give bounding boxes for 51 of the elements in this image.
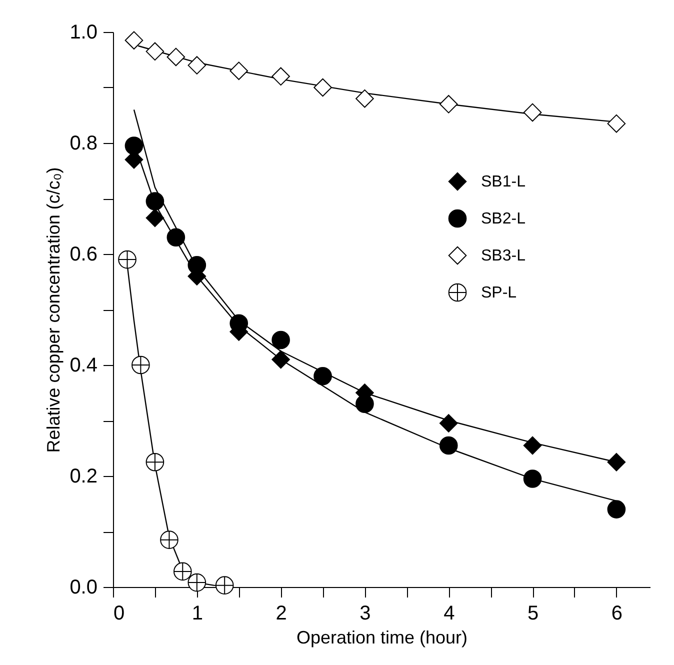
point <box>439 436 458 455</box>
point <box>146 208 164 228</box>
point <box>166 48 186 66</box>
x-tick-label: 2 <box>276 602 287 624</box>
point <box>272 67 290 86</box>
y-tick-label: 0.8 <box>70 132 98 154</box>
point <box>188 256 206 274</box>
point <box>166 228 186 246</box>
point <box>523 470 542 488</box>
point <box>118 250 136 269</box>
point <box>173 562 192 581</box>
point <box>272 350 290 369</box>
legend-label: SB2-L <box>481 210 526 228</box>
y-tick-label: 1.0 <box>70 22 98 44</box>
point <box>523 103 542 122</box>
y-axis-title: Relative copper concentration (c/c₀) <box>44 167 64 453</box>
x-tick-label: 3 <box>360 602 371 624</box>
point <box>160 530 178 549</box>
legend-label: SP-L <box>481 284 517 302</box>
point <box>607 114 626 133</box>
x-tick-label: 4 <box>444 602 455 624</box>
x-tick-label: 0 <box>114 602 125 624</box>
point <box>146 192 164 210</box>
point <box>314 366 332 386</box>
legend-label: SB1-L <box>481 174 526 190</box>
x-axis-title: Operation time (hour) <box>296 628 468 648</box>
point <box>356 89 374 108</box>
point <box>439 94 458 114</box>
point <box>188 56 206 74</box>
point <box>607 452 626 472</box>
point <box>132 356 150 374</box>
point <box>314 78 332 97</box>
point <box>124 136 144 155</box>
point <box>230 62 248 80</box>
y-tick-label: 0.0 <box>70 576 98 598</box>
point <box>215 576 234 594</box>
point <box>523 436 542 455</box>
y-tick-label: 0.6 <box>70 244 98 266</box>
point <box>272 330 290 350</box>
x-tick-label: 1 <box>192 602 203 624</box>
point <box>146 42 164 61</box>
point <box>607 500 626 518</box>
point <box>146 452 164 472</box>
legend-label: SB3-L <box>481 248 526 264</box>
x-tick-label: 5 <box>527 602 539 624</box>
point <box>439 414 458 432</box>
y-tick-label: 0.4 <box>70 354 98 376</box>
x-tick-label: 6 <box>611 602 622 624</box>
point <box>188 573 206 592</box>
y-tick-label: 0.2 <box>70 466 98 488</box>
point <box>356 394 374 413</box>
